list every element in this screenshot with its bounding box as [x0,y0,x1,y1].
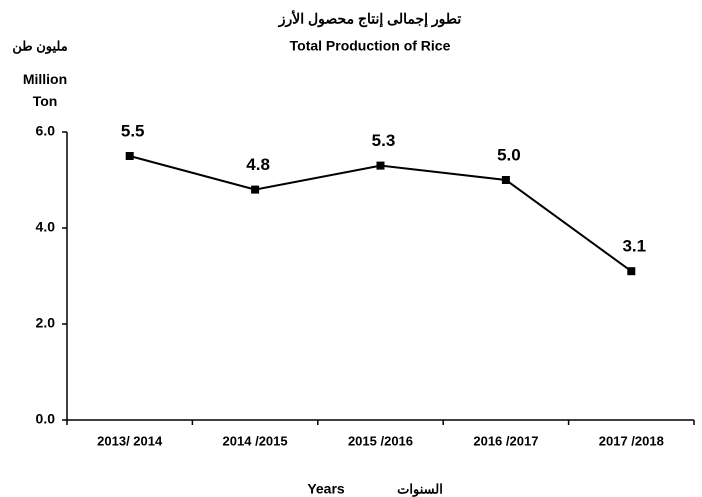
x-axis-label-ar: السنوات [397,481,443,497]
marker [251,185,260,194]
x-tick-label: 2017 /2018 [599,433,664,448]
y-axis-label-ar: مليون طن [12,38,67,54]
marker [376,161,385,170]
x-tick-label: 2014 /2015 [223,433,288,448]
y-tick-label: 4.0 [36,219,56,235]
y-tick-label: 2.0 [36,315,56,331]
data-label: 5.3 [372,131,396,150]
data-label: 5.5 [121,121,145,140]
y-tick-label: 0.0 [36,411,56,427]
marker [125,152,134,160]
x-tick-label: 2015 /2016 [348,433,413,448]
data-label: 4.8 [246,155,270,174]
y-axis-label: Million Ton [22,71,68,109]
data-label: 3.1 [622,237,646,256]
x-axis-label: Years [307,481,345,497]
line [129,155,632,273]
x-tick-label: 2016 /2017 [473,433,538,448]
x-tick-label: 2013/ 2014 [97,433,163,448]
data-label: 5.0 [497,145,521,164]
chart-subtitle: Total Production of Rice [290,38,451,54]
chart-title: تطور إجمالى إنتاج محصول الأرز [278,10,462,29]
marker [627,267,636,276]
y-tick-label: 6.0 [36,123,56,139]
marker [501,176,510,184]
